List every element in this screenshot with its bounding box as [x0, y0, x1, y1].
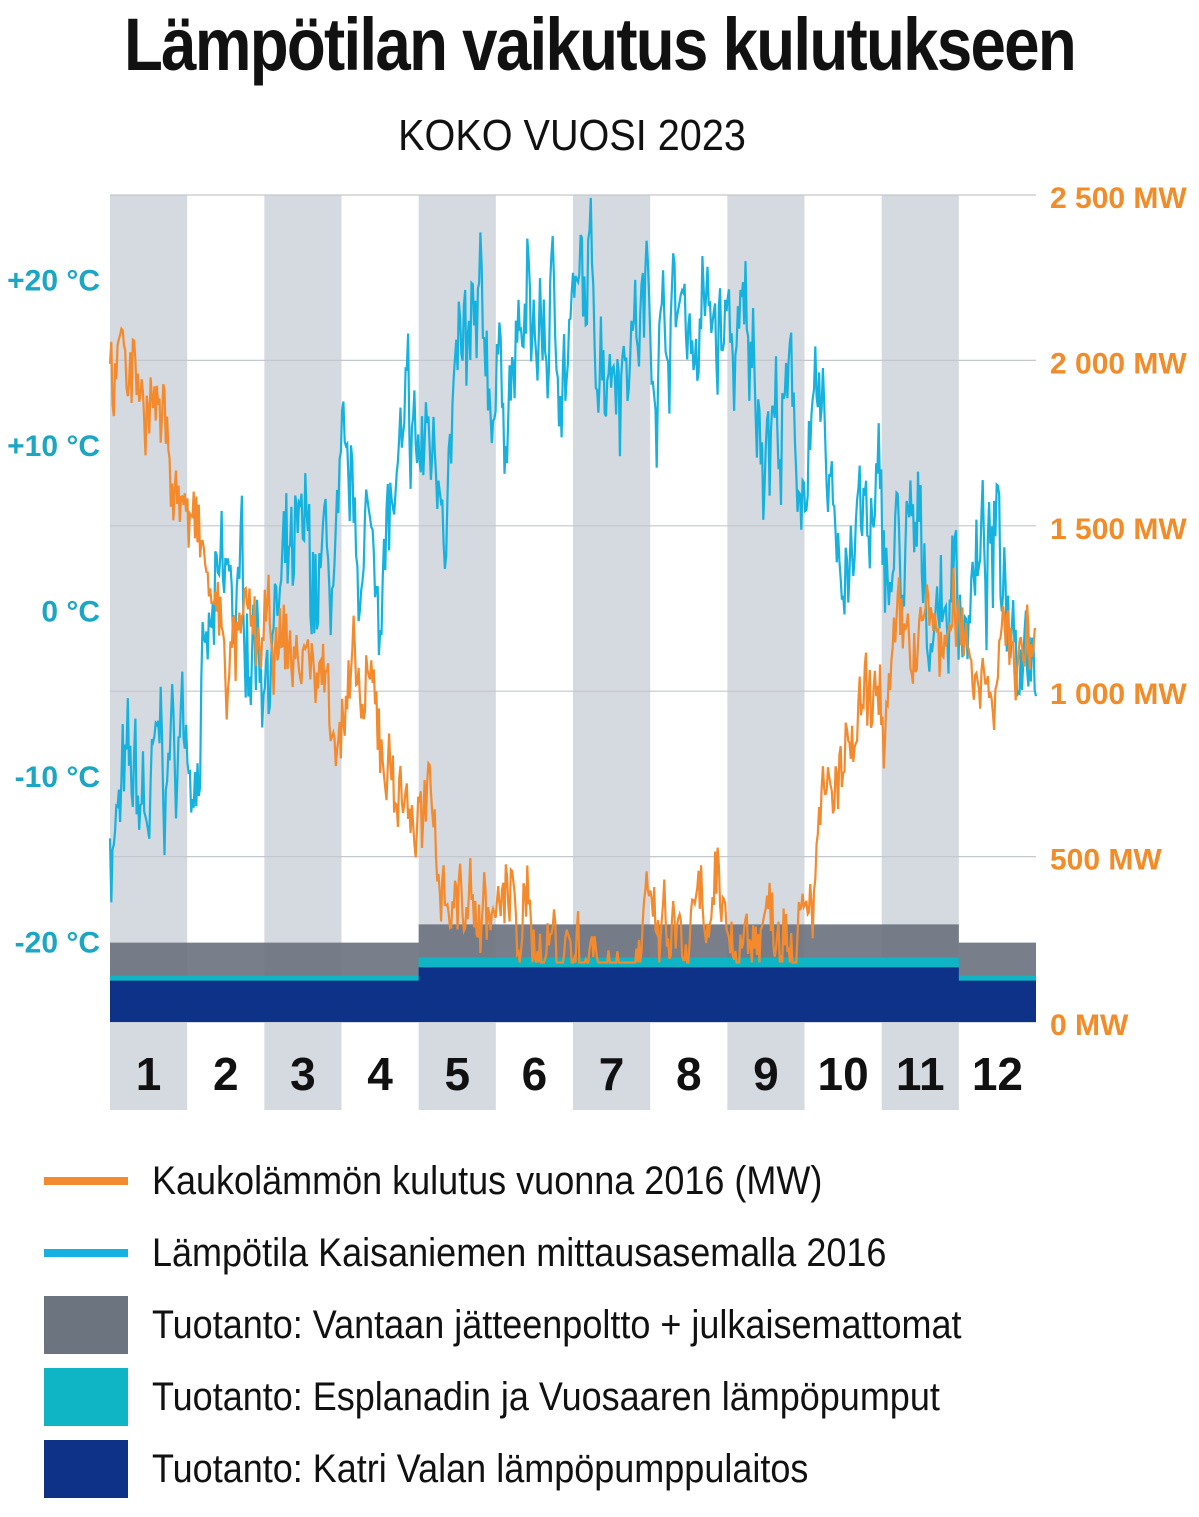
- right-axis-tick-label: 0 MW: [1050, 1009, 1129, 1042]
- legend-swatch-heat-pumps: [44, 1368, 128, 1426]
- legend-item-consumption: Kaukolämmön kulutus vuonna 2016 (MW): [44, 1145, 1184, 1217]
- left-axis-tick-label: 0 °C: [41, 596, 100, 629]
- x-axis-month-label: 12: [972, 1048, 1023, 1100]
- page-title: Lämpötilan vaikutus kulutukseen: [124, 3, 1077, 86]
- x-axis-month-label: 2: [213, 1048, 239, 1100]
- x-axis-month-label: 7: [599, 1048, 625, 1100]
- x-axis-month-label: 5: [444, 1048, 470, 1100]
- legend-label-consumption: Kaukolämmön kulutus vuonna 2016 (MW): [152, 1158, 823, 1203]
- legend-swatch-waste-incineration: [44, 1296, 128, 1354]
- legend-item-waste-incineration: Tuotanto: Vantaan jätteenpoltto + julkai…: [44, 1289, 1184, 1361]
- legend-label-katri-vala: Tuotanto: Katri Valan lämpöpumppulaitos: [152, 1446, 809, 1491]
- left-axis-tick-label: +20 °C: [7, 265, 100, 298]
- area-katri-vala: [110, 967, 1036, 1022]
- chart: +20 °C +10 °C 0 °C -10 °C -20 °C 2 500 MW 2 00…: [7, 182, 1187, 1110]
- x-axis-month-label: 6: [522, 1048, 548, 1100]
- legend-swatch-temperature: [44, 1249, 128, 1257]
- page-subtitle: KOKO VUOSI 2023: [398, 111, 746, 160]
- right-axis-tick-label: 2 500 MW: [1050, 182, 1187, 215]
- right-axis-tick-label: 2 000 MW: [1050, 347, 1187, 380]
- legend-label-temperature: Lämpötila Kaisaniemen mittausasemalla 20…: [152, 1230, 887, 1275]
- right-axis-tick-label: 1 000 MW: [1050, 678, 1187, 711]
- x-axis-month-label: 1: [136, 1048, 162, 1100]
- legend-swatch-katri-vala: [44, 1440, 128, 1498]
- legend-label-heat-pumps: Tuotanto: Esplanadin ja Vuosaaren lämpöp…: [152, 1374, 940, 1419]
- legend-item-heat-pumps: Tuotanto: Esplanadin ja Vuosaaren lämpöp…: [44, 1361, 1184, 1433]
- legend-swatch-consumption: [44, 1177, 128, 1185]
- left-axis-tick-label: -10 °C: [15, 761, 100, 794]
- x-axis-month-label: 10: [817, 1048, 868, 1100]
- right-axis-tick-label: 500 MW: [1050, 844, 1162, 877]
- series-consumption-line: [108, 326, 1037, 964]
- x-axis-month-label: 9: [753, 1048, 779, 1100]
- legend-item-temperature: Lämpötila Kaisaniemen mittausasemalla 20…: [44, 1217, 1184, 1289]
- legend-item-katri-vala: Tuotanto: Katri Valan lämpöpumppulaitos: [44, 1433, 1184, 1505]
- series-temperature-line: [108, 197, 1038, 903]
- x-axis-month-label: 4: [367, 1048, 393, 1100]
- right-axis-tick-label: 1 500 MW: [1050, 513, 1187, 546]
- x-axis-month-label: 8: [676, 1048, 702, 1100]
- left-axis-tick-label: +10 °C: [7, 430, 100, 463]
- x-axis-month-label: 11: [896, 1048, 945, 1100]
- legend-label-waste-incineration: Tuotanto: Vantaan jätteenpoltto + julkai…: [152, 1302, 962, 1347]
- x-axis-month-label: 3: [290, 1048, 316, 1100]
- legend: Kaukolämmön kulutus vuonna 2016 (MW) Läm…: [44, 1145, 1184, 1505]
- left-axis-tick-label: -20 °C: [15, 926, 100, 959]
